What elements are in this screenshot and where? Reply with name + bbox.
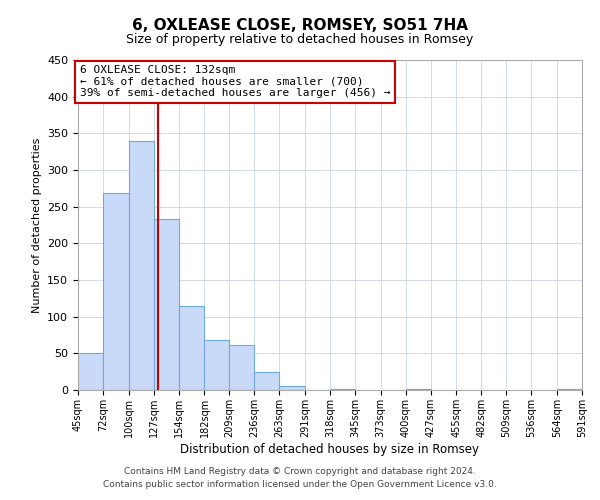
- X-axis label: Distribution of detached houses by size in Romsey: Distribution of detached houses by size …: [181, 442, 479, 456]
- Bar: [103, 194, 129, 390]
- Bar: [78, 354, 103, 390]
- Bar: [557, 388, 582, 390]
- Y-axis label: Number of detached properties: Number of detached properties: [32, 138, 41, 312]
- Bar: [205, 340, 229, 390]
- Bar: [179, 306, 205, 390]
- Bar: [154, 219, 179, 390]
- Text: Size of property relative to detached houses in Romsey: Size of property relative to detached ho…: [127, 32, 473, 46]
- Text: Contains HM Land Registry data © Crown copyright and database right 2024.
Contai: Contains HM Land Registry data © Crown c…: [103, 468, 497, 489]
- Text: 6, OXLEASE CLOSE, ROMSEY, SO51 7HA: 6, OXLEASE CLOSE, ROMSEY, SO51 7HA: [132, 18, 468, 32]
- Text: 6 OXLEASE CLOSE: 132sqm
← 61% of detached houses are smaller (700)
39% of semi-d: 6 OXLEASE CLOSE: 132sqm ← 61% of detache…: [80, 65, 391, 98]
- Bar: [279, 386, 305, 390]
- Bar: [129, 140, 154, 390]
- Bar: [254, 372, 279, 390]
- Bar: [229, 344, 254, 390]
